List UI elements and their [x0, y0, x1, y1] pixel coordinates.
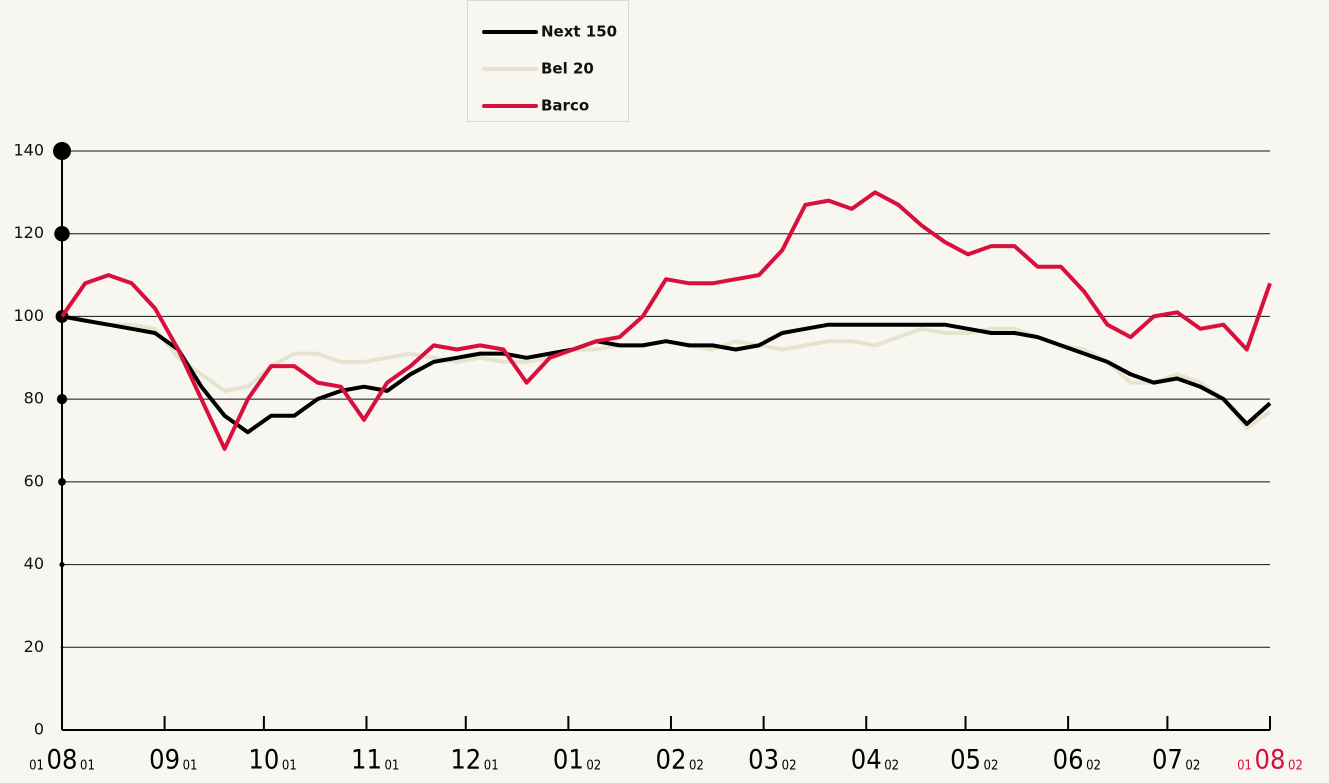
- x-tick-year: 01: [183, 759, 198, 774]
- x-tick-day: 01: [29, 759, 44, 774]
- x-tick-month: 03: [748, 745, 779, 776]
- y-tick-label: 40: [24, 554, 44, 573]
- x-tick-month: 11: [351, 745, 382, 776]
- x-tick-year: 02: [1086, 759, 1101, 774]
- y-tick-label: 60: [24, 471, 44, 490]
- y-tick-label: 120: [13, 223, 44, 242]
- y-tick-label: 20: [24, 637, 44, 656]
- y-tick-label: 100: [13, 306, 44, 325]
- x-tick-month: 08: [47, 745, 78, 776]
- x-tick-year: 02: [782, 759, 797, 774]
- x-tick-month: 07: [1152, 745, 1183, 776]
- x-tick-year: 01: [80, 759, 95, 774]
- x-tick-year: 02: [586, 759, 601, 774]
- x-tick-month: 09: [149, 745, 180, 776]
- legend-box: [467, 0, 629, 122]
- x-tick-year: 02: [689, 759, 704, 774]
- legend-label: Barco: [541, 97, 589, 115]
- x-tick-month: 08: [1255, 745, 1286, 776]
- x-tick-day: 01: [1237, 759, 1252, 774]
- series-line: [61, 314, 1272, 435]
- x-tick-month: 10: [248, 745, 279, 776]
- x-tick-month: 01: [553, 745, 584, 776]
- x-tick-year: 01: [282, 759, 297, 774]
- x-tick-month: 12: [450, 745, 481, 776]
- legend-label: Bel 20: [541, 60, 594, 78]
- x-tick-year: 02: [1185, 759, 1200, 774]
- x-tick-month: 05: [950, 745, 981, 776]
- x-tick-month: 04: [851, 745, 882, 776]
- y-tick-label: 80: [24, 389, 44, 408]
- x-tick-year: 02: [1288, 759, 1303, 774]
- x-tick-year: 02: [984, 759, 999, 774]
- x-tick-month: 06: [1053, 745, 1084, 776]
- series-line: [60, 190, 1272, 451]
- x-tick-year: 01: [484, 759, 499, 774]
- y-tick-label: 0: [34, 720, 44, 739]
- x-tick-year: 02: [884, 759, 899, 774]
- x-tick-year: 01: [384, 759, 399, 774]
- y-tick-label: 140: [13, 141, 44, 160]
- legend-label: Next 150: [541, 23, 617, 41]
- x-tick-month: 02: [656, 745, 687, 776]
